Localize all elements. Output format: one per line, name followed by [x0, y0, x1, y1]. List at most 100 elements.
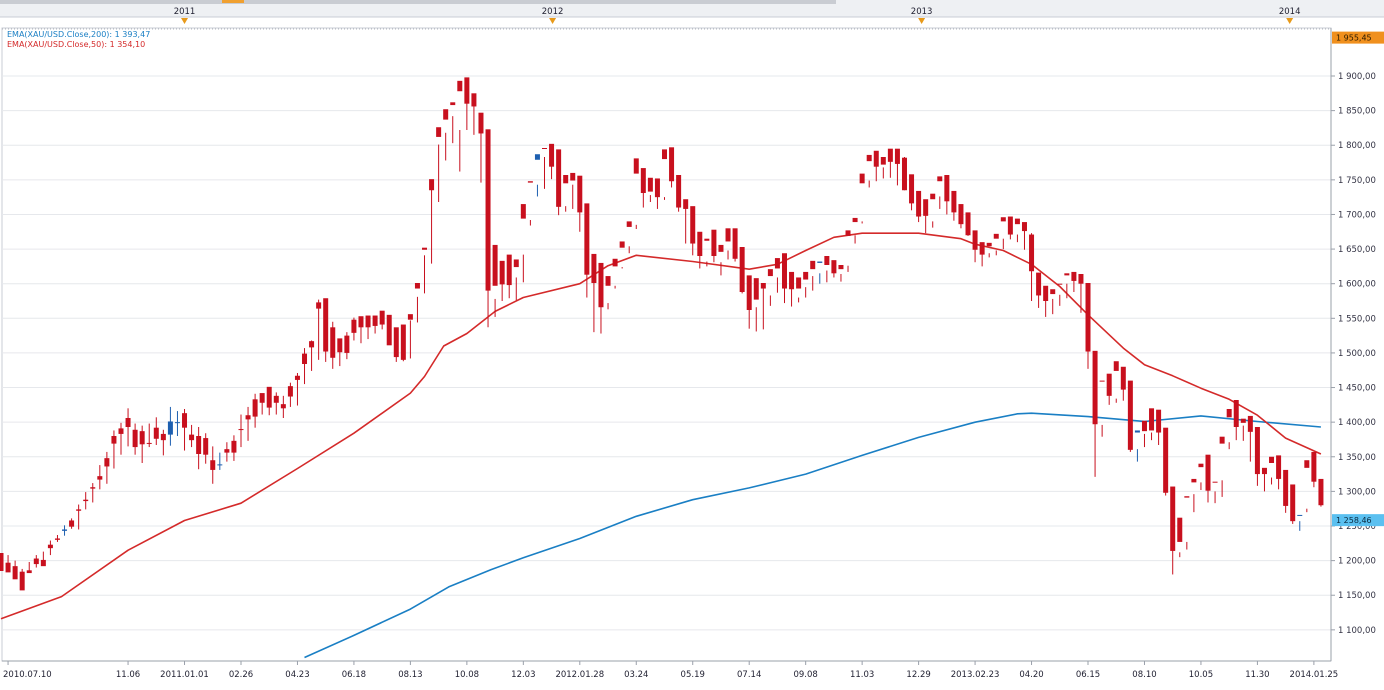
candle: [626, 221, 632, 254]
candle: [429, 179, 435, 264]
year-marker-icon: [549, 18, 557, 24]
candle-body: [697, 231, 703, 256]
candle-body: [153, 427, 159, 439]
x-tick-label: 08.10: [1132, 670, 1156, 680]
candle-body: [287, 386, 293, 397]
candle: [923, 199, 929, 234]
candle-body: [1007, 216, 1013, 235]
candle: [520, 204, 526, 283]
candle: [1043, 285, 1049, 317]
candle: [1057, 283, 1063, 306]
candle: [54, 535, 60, 542]
candle-body: [880, 157, 886, 165]
candle: [1078, 274, 1084, 313]
candle: [1290, 484, 1296, 524]
candle: [1269, 456, 1275, 485]
candle: [1304, 460, 1310, 513]
candle: [852, 217, 858, 244]
candle: [351, 317, 357, 341]
x-tick-label: 08.13: [398, 670, 422, 680]
candle: [1064, 273, 1070, 299]
candle: [1036, 272, 1042, 308]
candle-body: [386, 314, 392, 346]
candle-body: [1304, 460, 1310, 468]
candle: [1014, 218, 1020, 243]
candle: [19, 568, 25, 591]
candle-body: [450, 102, 456, 106]
candle-body: [556, 149, 562, 207]
candle-body: [901, 157, 907, 191]
y-tick-label: 1 650,00: [1338, 245, 1376, 255]
y-tick-label: 1 100,00: [1338, 626, 1376, 636]
x-tick-label: 03.24: [624, 670, 648, 680]
candle-body: [62, 529, 68, 531]
candle-body: [358, 316, 364, 328]
candle-body: [1163, 427, 1169, 493]
candle-body: [1099, 380, 1105, 382]
x-tick-label: 09.08: [793, 670, 817, 680]
candle: [224, 442, 230, 462]
candle-body: [1014, 218, 1020, 225]
candle: [1261, 467, 1267, 492]
candle-body: [633, 158, 639, 174]
candle: [450, 102, 456, 144]
candle-body: [887, 148, 893, 162]
candle-body: [1205, 454, 1211, 491]
candle-body: [1254, 427, 1260, 475]
candle-body: [238, 429, 244, 431]
candle-body: [1106, 373, 1112, 396]
candle-body: [5, 562, 11, 573]
candle: [400, 324, 406, 362]
candle: [810, 260, 816, 291]
candle-body: [513, 259, 519, 268]
candle-body: [1078, 274, 1084, 284]
candle-body: [619, 241, 625, 248]
candle: [549, 143, 555, 180]
candle-body: [90, 487, 96, 489]
candle-body: [379, 310, 385, 325]
candle: [1007, 216, 1013, 240]
candle: [492, 244, 498, 317]
candle-body: [1057, 283, 1063, 285]
candle: [132, 423, 138, 455]
candle: [1149, 408, 1155, 441]
candle-body: [1297, 514, 1303, 516]
candle-body: [577, 175, 583, 213]
candle-body: [704, 238, 710, 241]
candle: [464, 77, 470, 130]
candle: [26, 562, 32, 574]
candle-body: [1127, 380, 1133, 450]
candle: [753, 278, 759, 332]
candle: [302, 348, 308, 385]
y-tick-label: 1 850,00: [1338, 107, 1376, 117]
candle-body: [139, 431, 145, 445]
candle: [436, 127, 442, 202]
candle-body: [930, 193, 936, 200]
candle: [1226, 409, 1232, 450]
x-tick-label: 10.08: [455, 670, 479, 680]
candle: [774, 258, 780, 293]
candle: [591, 253, 597, 333]
price-badge-text: 1 955,45: [1336, 34, 1372, 43]
legend-ema-200: EMA(XAU/USD.Close,200): 1 393,47: [7, 30, 150, 39]
candle-body: [824, 256, 830, 265]
candle: [1127, 380, 1133, 452]
candle-body: [196, 436, 202, 454]
candle-body: [534, 154, 540, 160]
x-tick-label: 06.15: [1076, 670, 1100, 680]
candle: [5, 555, 11, 573]
candle: [12, 560, 18, 580]
candle-body: [1261, 467, 1267, 475]
year-marker-icon: [918, 18, 926, 24]
candle: [280, 395, 286, 418]
candle: [506, 254, 512, 299]
candle-body: [429, 179, 435, 191]
candle: [1120, 366, 1126, 401]
candle: [1283, 469, 1289, 513]
candle: [386, 314, 392, 346]
y-axis: 1 100,00 1 150,00 1 200,00 1 250,00 1 300,00…: [1330, 28, 1384, 661]
candle: [62, 525, 68, 536]
candle: [993, 233, 999, 256]
